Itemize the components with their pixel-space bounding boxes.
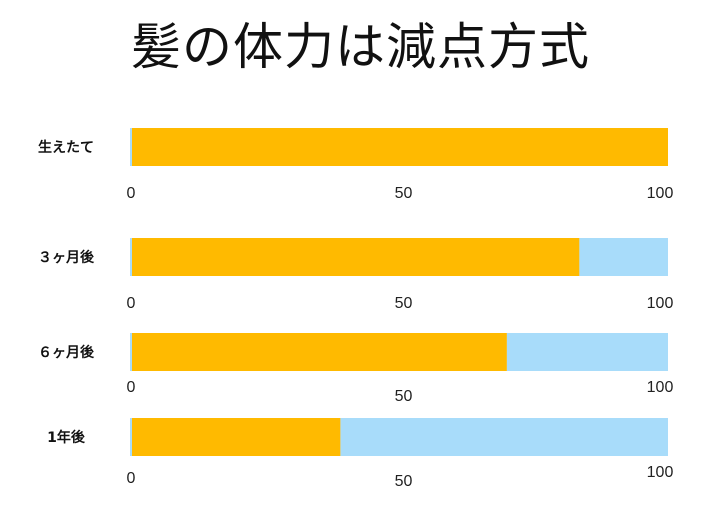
- tick-label: 100: [647, 379, 674, 396]
- tick-label: 50: [395, 295, 413, 312]
- bar-remaining: [132, 418, 341, 456]
- category-label: 1年後: [47, 429, 86, 446]
- tick-label: 0: [127, 295, 136, 312]
- tick-label: 0: [127, 185, 136, 202]
- tick-label: 50: [395, 473, 413, 490]
- tick-label: 100: [647, 185, 674, 202]
- bar-remaining: [132, 238, 580, 276]
- tick-label: 100: [647, 295, 674, 312]
- tick-label: 100: [647, 464, 674, 481]
- tick-label: 50: [395, 388, 413, 405]
- tick-label: 50: [395, 185, 413, 202]
- tick-label: 0: [127, 379, 136, 396]
- bar-remaining: [132, 333, 507, 371]
- category-label: 生えたて: [38, 139, 94, 156]
- bar-lost: [506, 333, 668, 371]
- bar-remaining: [132, 128, 668, 166]
- bar-lost: [340, 418, 668, 456]
- category-label: ３ヶ月後: [38, 249, 95, 266]
- chart-title: 髪の体力は減点方式: [131, 18, 590, 76]
- bar-lost: [579, 238, 668, 276]
- category-label: ６ヶ月後: [38, 344, 95, 361]
- tick-label: 0: [127, 470, 136, 487]
